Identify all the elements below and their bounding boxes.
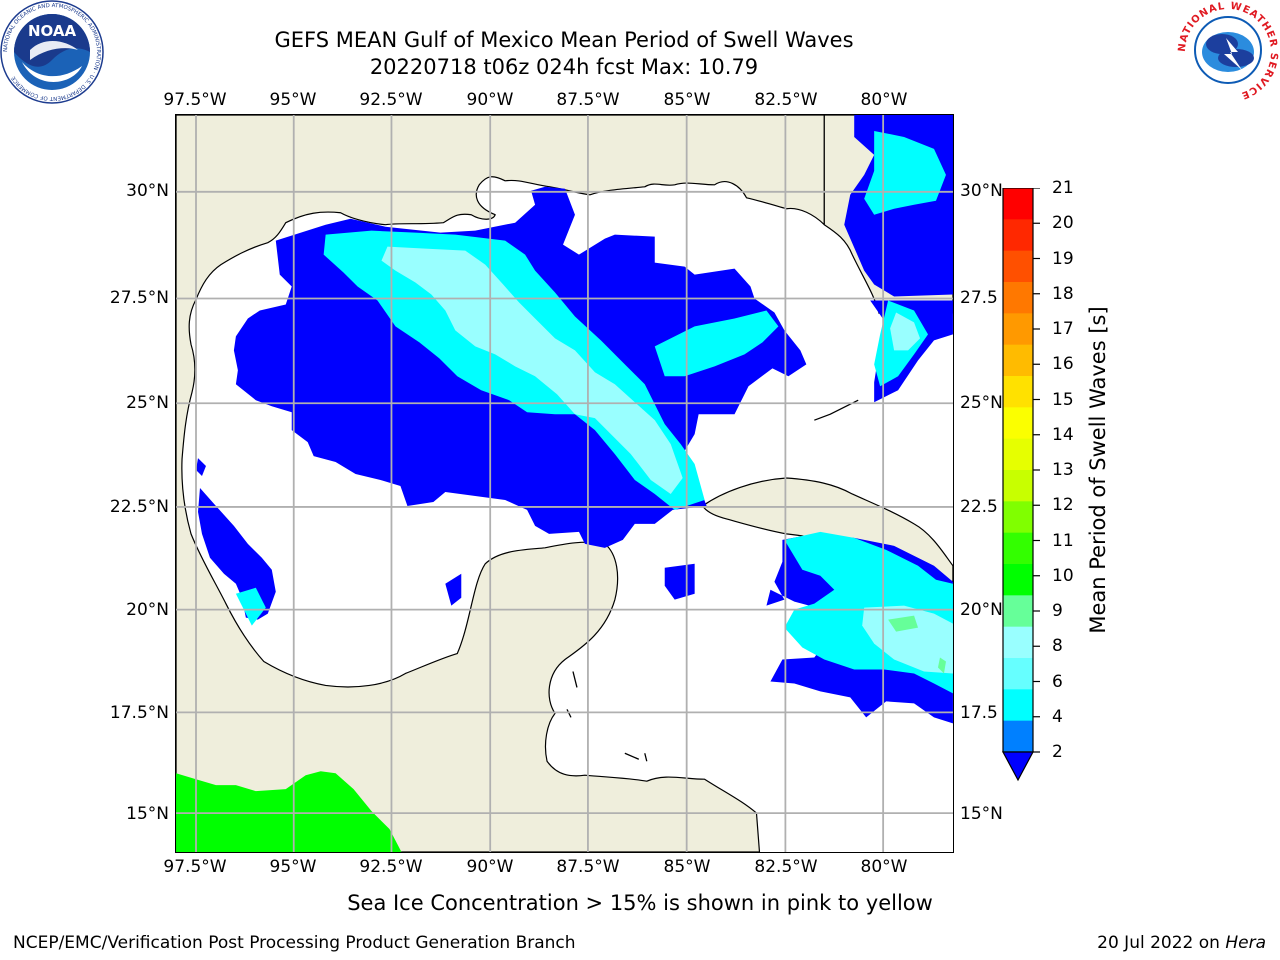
colorbar-swatch [1003,720,1033,753]
lon-label-top: 97.5°W [163,90,227,110]
colorbar-tick-label: 12 [1052,495,1074,516]
lon-label-bottom: 87.5°W [556,857,620,877]
lon-label-top: 82.5°W [754,90,818,110]
colorbar-tick-label: 9 [1052,601,1063,621]
colorbar-label: Mean Period of Swell Waves [s] [1086,306,1110,634]
lon-label-top: 80°W [860,90,908,110]
lon-label-bottom: 97.5°W [163,857,227,877]
colorbar-tick-label: 20 [1052,213,1074,234]
lon-label-top: 85°W [663,90,711,110]
colorbar-swatch [1003,282,1033,314]
colorbar-swatch [1003,595,1033,628]
lat-label-left: 15°N [126,804,169,824]
yucatan-coast-detail [566,671,578,718]
colorbar-tick-label: 21 [1052,178,1074,198]
lon-label-top: 87.5°W [556,90,620,110]
belize-islands [624,752,648,762]
colorbar-swatch [1003,313,1033,346]
noaa-logo: NOAA NATIONAL OCEANIC AND ATMOSPHERIC AD… [0,0,104,104]
colorbar-swatch [1003,501,1033,534]
colorbar-swatch [1003,188,1033,220]
map-panel [175,114,954,853]
wave-field-green [176,771,402,852]
colorbar-tick-label: 8 [1052,636,1063,657]
colorbar-tick-label: 14 [1052,424,1074,445]
colorbar-tick-label: 2 [1052,742,1063,762]
chart-title: GEFS MEAN Gulf of Mexico Mean Period of … [274,28,854,52]
colorbar-swatch [1003,250,1033,283]
lat-label-left: 17.5°N [109,703,169,723]
lon-label-top: 90°W [466,90,514,110]
colorbar-swatch [1003,689,1033,722]
lat-label-right: 25°N [960,393,1003,413]
nws-logo: NATIONAL WEATHER SERVICE [1177,1,1278,102]
wave-field-lightcyan [381,246,953,674]
sea-ice-note: Sea Ice Concentration > 15% is shown in … [0,891,1280,915]
lon-label-bottom: 95°W [269,857,317,877]
lat-label-left: 27.5°N [109,288,169,308]
lat-label-right: 15°N [960,804,1003,824]
colorbar-tick-label: 6 [1052,671,1063,692]
footer-credit: NCEP/EMC/Verification Post Processing Pr… [13,933,576,953]
lon-label-bottom: 90°W [466,857,514,877]
colorbar-tick-label: 4 [1052,706,1063,727]
chart-subtitle: 20220718 t06z 024h fcst Max: 10.79 [369,55,759,79]
colorbar-swatch [1003,532,1033,565]
colorbar-tick-label: 11 [1052,530,1074,551]
lat-label-left: 30°N [126,181,169,201]
lat-label-right: 20°N [960,600,1003,620]
colorbar-tick-label: 19 [1052,248,1074,269]
colorbar-tick-label: 17 [1052,319,1074,339]
lat-label-left: 25°N [126,393,169,413]
colorbar-swatch [1003,344,1033,377]
colorbar-swatch [1003,626,1033,659]
lon-label-bottom: 80°W [860,857,908,877]
lon-label-bottom: 92.5°W [359,857,423,877]
footer-date-text: 20 Jul 2022 on [1097,933,1226,953]
lat-label-right: 22.5 [960,497,998,517]
lat-label-right: 27.5 [960,288,998,308]
colorbar-swatch [1003,564,1033,596]
lon-label-top: 95°W [269,90,317,110]
lon-label-top: 92.5°W [359,90,423,110]
footer-host: Hera [1225,933,1266,953]
colorbar-swatch [1003,658,1033,690]
footer-date: 20 Jul 2022 on Hera [1097,933,1266,953]
colorbar-swatch [1003,438,1033,471]
colorbar-swatch [1003,376,1033,408]
lat-label-right: 17.5 [960,703,998,723]
colorbar [1002,188,1040,782]
colorbar-tick-label: 13 [1052,460,1074,480]
sea-ice-note-text: Sea Ice Concentration > 15% is shown in … [347,891,933,915]
lon-label-bottom: 85°W [663,857,711,877]
colorbar-swatch [1003,407,1033,440]
wave-field-green-spots [888,615,946,674]
lat-label-left: 20°N [126,600,169,620]
colorbar-swatch [1003,219,1033,252]
colorbar-tick-label: 18 [1052,283,1074,304]
lat-label-right: 30°N [960,181,1003,201]
colorbar-tick-label: 16 [1052,354,1074,375]
colorbar-tick-label: 10 [1052,565,1074,586]
colorbar-tick-label: 15 [1052,389,1074,410]
lon-label-bottom: 82.5°W [754,857,818,877]
graticule [176,115,953,852]
noaa-logo-text: NOAA [28,22,77,40]
lat-label-left: 22.5°N [109,497,169,517]
colorbar-swatch [1003,470,1033,502]
colorbar-under-arrow [1002,751,1035,782]
